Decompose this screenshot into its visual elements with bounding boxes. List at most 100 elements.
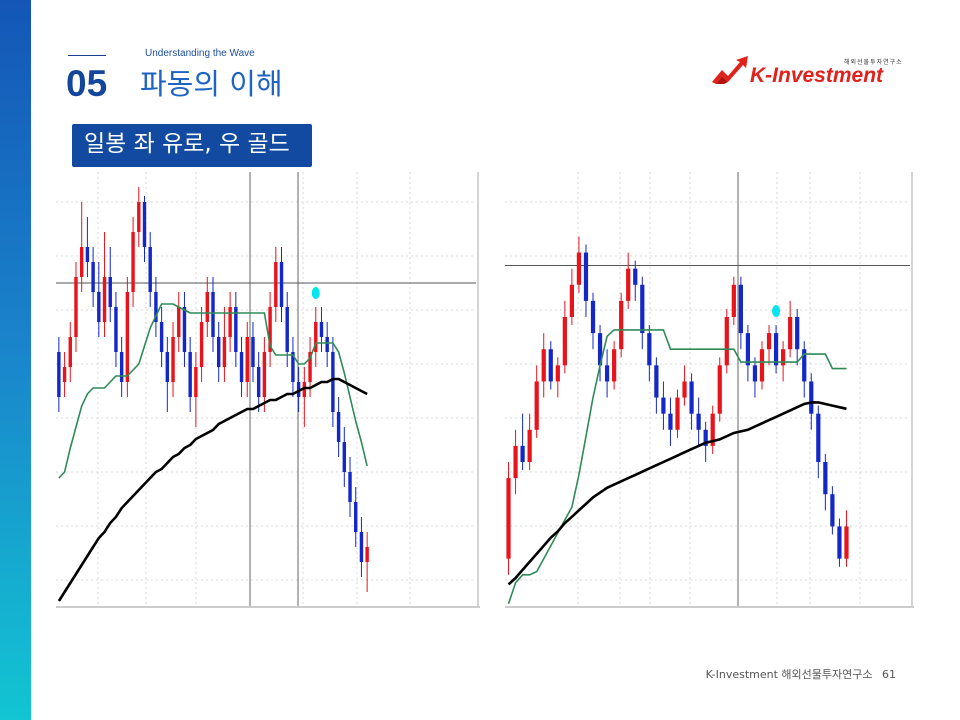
candle-body (331, 352, 335, 412)
candle-body (239, 352, 244, 382)
candle-body (738, 284, 743, 334)
candle-body (830, 494, 835, 527)
candle-body (520, 445, 525, 462)
candle-body (788, 317, 793, 350)
candle-body (590, 300, 596, 334)
candle-body (114, 307, 118, 352)
candle-body (342, 442, 347, 472)
candle-body (148, 247, 152, 292)
candle-body (256, 367, 261, 397)
candle-body (137, 202, 141, 232)
candle-body (314, 322, 318, 352)
plot-background (505, 172, 910, 607)
candle-body (251, 337, 255, 367)
candle-body (68, 337, 72, 367)
candle-body (165, 352, 170, 382)
candle-body (710, 413, 715, 446)
candle-body (365, 547, 369, 562)
candle-body (745, 333, 751, 366)
candle-body (781, 349, 786, 366)
candle-body (773, 333, 779, 366)
logo-name: K-Investment (750, 64, 884, 87)
candle-body (795, 317, 800, 350)
section-subtitle: Understanding the Wave (145, 48, 255, 59)
title-banner (72, 124, 312, 167)
candle-body (154, 292, 158, 322)
candle-body (199, 322, 204, 367)
candle-body (604, 365, 610, 382)
candle-body (216, 337, 221, 367)
candle-body (752, 365, 758, 382)
candle-body (766, 333, 772, 350)
candle-body (302, 382, 307, 397)
candle-body (717, 365, 722, 414)
candle-body (527, 429, 532, 462)
candle-body (576, 252, 582, 285)
candle-body (534, 381, 539, 430)
green-indicator-line (507, 329, 847, 605)
candle-body (291, 352, 295, 382)
candle-body (816, 413, 821, 462)
candle-body (354, 502, 358, 532)
candle-body (57, 352, 61, 397)
candle-body (731, 284, 736, 317)
green-indicator-line (58, 303, 368, 479)
candle-body (844, 526, 849, 559)
candle-body (108, 277, 112, 307)
candle-body (506, 478, 511, 559)
candle-body (555, 365, 560, 382)
candle-body (279, 262, 284, 307)
candle-body (759, 349, 765, 382)
candle-body (177, 307, 181, 337)
candle-body (182, 307, 187, 352)
candle-body (319, 322, 324, 337)
candle-body (654, 365, 659, 398)
candle-body (612, 349, 617, 382)
candle-body (194, 367, 198, 397)
candle-body (142, 202, 147, 247)
candle-body (689, 381, 694, 414)
candle-body (296, 382, 301, 397)
candle-body (285, 307, 289, 352)
candle-body (211, 292, 215, 337)
candle-body (548, 349, 553, 382)
candle-body (619, 300, 624, 350)
moving-average-line (507, 401, 847, 586)
footer: K-Investment 해외선물투자연구소 61 (706, 666, 896, 682)
candle-body (325, 337, 329, 352)
candle-body (262, 352, 267, 397)
candle-body (131, 232, 135, 292)
banner-text: 일봉 좌 유로, 우 골드 (84, 131, 290, 157)
candle-body (222, 337, 227, 367)
candle-body (91, 262, 95, 292)
candle-body (205, 292, 210, 322)
candle-body (562, 317, 567, 366)
candle-body (102, 277, 107, 322)
candle-body (97, 292, 101, 322)
candle-body (188, 352, 192, 397)
arrow-logo-icon (712, 56, 748, 84)
candle-body (159, 322, 164, 352)
candle-body (668, 413, 673, 430)
candle-body (682, 381, 687, 398)
candle-body (348, 472, 352, 502)
candle-body (74, 277, 78, 337)
page-number: 61 (882, 668, 896, 681)
candle-body (513, 445, 518, 479)
logo-tagline: 해외선물투자연구소 (844, 59, 903, 66)
candle-body (171, 337, 175, 382)
candle-body (119, 352, 124, 382)
candle-body (228, 307, 232, 337)
candle-body (85, 247, 90, 262)
section-number: 05 (66, 63, 108, 104)
page-title: 파동의 이해 (140, 67, 283, 101)
candle-body (274, 262, 278, 307)
candle-body (823, 462, 828, 495)
candle-body (79, 247, 84, 277)
candle-body (703, 429, 708, 446)
signal-marker (772, 305, 781, 318)
candle-body (359, 532, 364, 562)
candle-body (583, 252, 589, 301)
gold-daily-chart (505, 172, 914, 608)
